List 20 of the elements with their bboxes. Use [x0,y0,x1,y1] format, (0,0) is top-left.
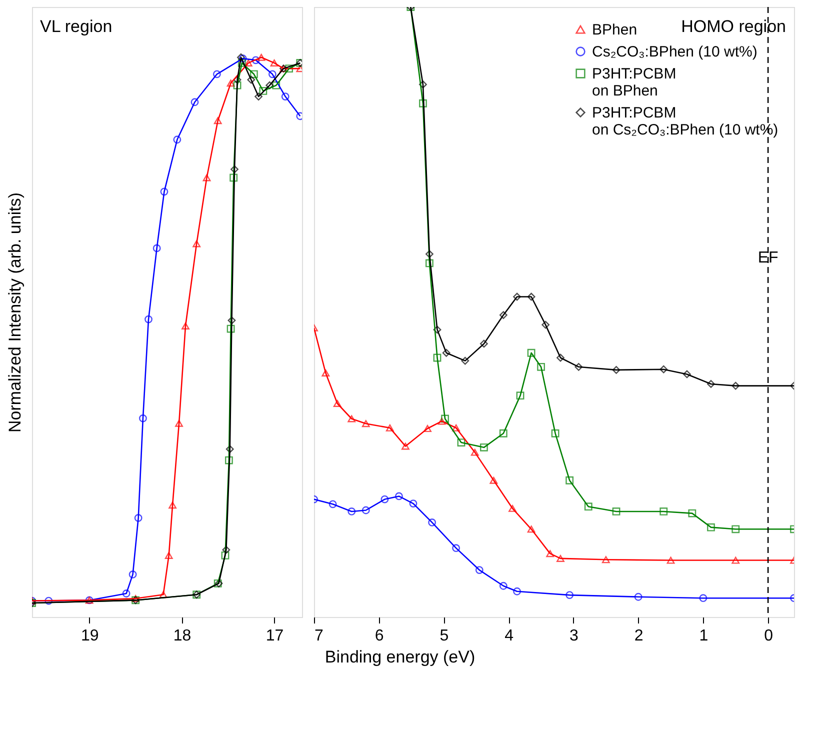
legend-label: P3HT:PCBM on BPhen [592,66,676,100]
legend-label: Cs₂CO₃:BPhen (10 wt%) [592,44,758,60]
x-tick-label: 5 [440,628,449,644]
y-axis-title: Normalized Intensity (arb. units) [6,192,24,432]
x-tick-label: 4 [504,628,514,644]
x-tick-label: 7 [314,628,324,644]
x-axis-title: Binding energy (eV) [324,648,476,666]
x-tick-label: 19 [80,628,99,644]
x-tick-label: 18 [173,628,192,644]
x-tick-label: 0 [764,628,774,644]
ref-line-label: EF [758,249,778,266]
text: VL region [40,17,112,36]
x-tick-label: 6 [374,628,384,644]
legend-label: P3HT:PCBM on Cs₂CO₃:BPhen (10 wt%) [592,104,778,138]
annotation: HOMO region [681,17,786,36]
x-tick-label: 17 [266,628,284,644]
x-tick-label: 2 [634,628,644,644]
x-tick-label: 3 [570,628,579,644]
legend-label: BPhen [592,22,638,38]
x-tick-label: 1 [699,628,708,644]
